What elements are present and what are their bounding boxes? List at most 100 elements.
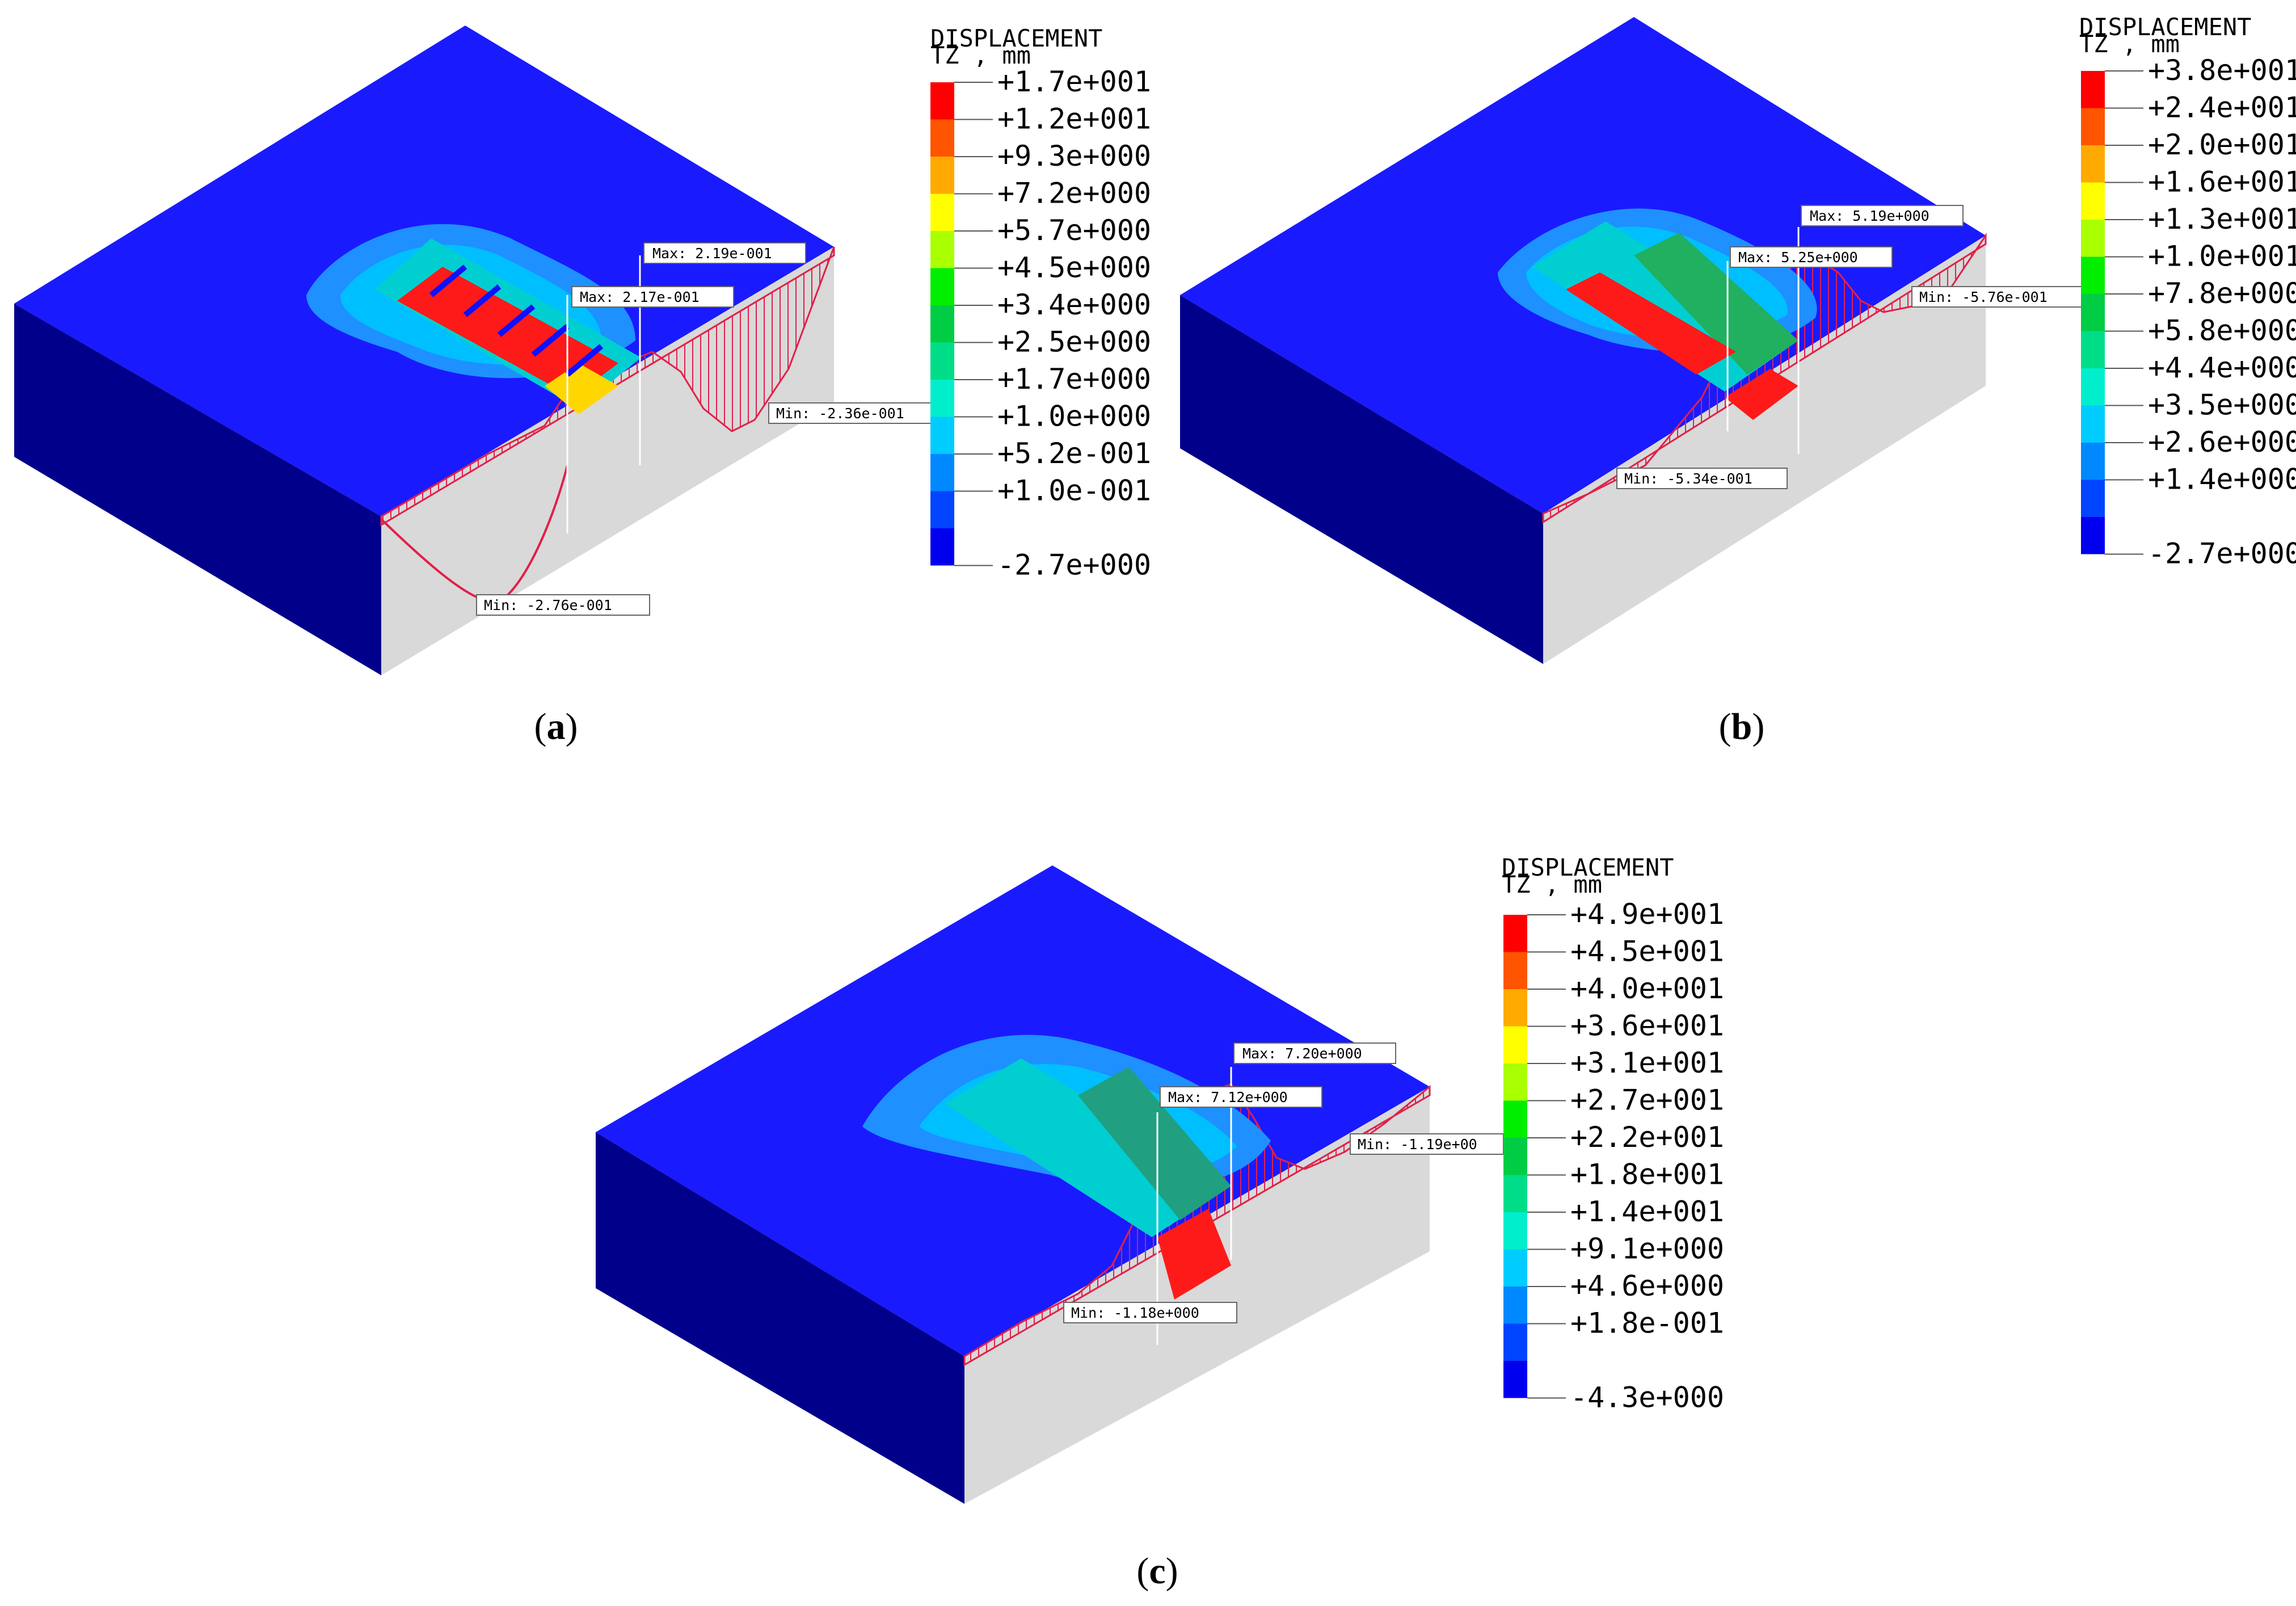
legend-swatch — [1503, 1361, 1527, 1398]
svg-text:DISPLACEMENT: DISPLACEMENT — [2079, 13, 2251, 41]
legend-swatch — [1503, 1323, 1527, 1361]
legend-swatch — [2081, 220, 2105, 257]
legend-value: +9.3e+000 — [997, 140, 1151, 173]
legend-value: +4.6e+000 — [1570, 1269, 1724, 1302]
legend-value: +1.4e+001 — [1570, 1195, 1724, 1228]
excavation-yellow — [545, 363, 618, 414]
svg-text:TZ , mm: TZ , mm — [1502, 871, 1602, 898]
value-tags-b: Max: 5.19e+000 Max: 5.25e+000 Min: -5.76… — [1616, 205, 2083, 489]
soil-block-c — [596, 865, 1431, 1504]
svg-text:Max: 2.17e-001: Max: 2.17e-001 — [580, 289, 700, 305]
excavation-core — [1157, 1209, 1231, 1300]
legend-swatch — [930, 119, 954, 157]
legend-value: +1.2e+001 — [997, 103, 1151, 136]
legend-value: +4.5e+000 — [997, 251, 1151, 284]
legend-swatch — [1503, 915, 1527, 952]
legend-value: +1.8e+001 — [1570, 1158, 1724, 1191]
min-tag: Min: -2.76e-001 — [476, 594, 650, 616]
panel-b: Max: 5.19e+000 Max: 5.25e+000 Min: -5.76… — [1180, 13, 2296, 747]
legend-value: +1.4e+000 — [2148, 463, 2296, 496]
max-tag: Max: 7.12e+000 — [1160, 1086, 1322, 1108]
panel-caption: (b) — [1719, 706, 1765, 747]
legend-value: +1.6e+001 — [2148, 166, 2296, 199]
excavation-core — [1566, 272, 1736, 375]
legend-value: +1.0e+000 — [997, 400, 1151, 433]
legend-swatch — [930, 491, 954, 528]
legend-value: -2.7e+000 — [997, 549, 1151, 582]
excavation-green — [1634, 233, 1798, 375]
strut-lines — [429, 264, 604, 377]
svg-text:Min: -2.36e-001: Min: -2.36e-001 — [776, 405, 904, 422]
svg-text:Max: 7.12e+000: Max: 7.12e+000 — [1168, 1089, 1288, 1105]
legend-swatch — [1503, 1026, 1527, 1063]
excavation-core-end — [1725, 369, 1798, 420]
block-left-face — [1180, 295, 1543, 664]
legend-swatch — [1503, 989, 1527, 1027]
svg-text:Min: -1.19e+00: Min: -1.19e+00 — [1358, 1136, 1477, 1153]
max-tag: Max: 7.20e+000 — [1233, 1042, 1396, 1064]
block-cut-face — [1543, 236, 1986, 664]
legend-value: +9.1e+000 — [1570, 1233, 1724, 1266]
svg-text:Max: 5.25e+000: Max: 5.25e+000 — [1738, 249, 1858, 266]
legend-swatch — [2081, 443, 2105, 480]
legend-swatch — [1503, 1175, 1527, 1212]
legend-value: +4.4e+000 — [2148, 351, 2296, 384]
legend-swatch — [2081, 405, 2105, 443]
legend-value: -4.3e+000 — [1570, 1381, 1724, 1414]
min-tag: Min: -2.36e-001 — [768, 402, 942, 424]
legend-value: +3.5e+000 — [2148, 389, 2296, 422]
legend-value: +1.0e+001 — [2148, 240, 2296, 273]
legend-value: +2.4e+001 — [2148, 91, 2296, 124]
legend-value: +5.2e-001 — [997, 437, 1151, 470]
legend-swatch — [930, 305, 954, 343]
legend-value: +3.4e+000 — [997, 288, 1151, 321]
legend-swatch — [2081, 294, 2105, 331]
legend-labels: +3.8e+001 +2.4e+001 +2.0e+001 +1.6e+001 +1.3… — [2105, 54, 2296, 570]
svg-text:Max: 7.20e+000: Max: 7.20e+000 — [1242, 1045, 1362, 1062]
legend-value: +1.3e+001 — [2148, 203, 2296, 236]
legend-swatch — [930, 268, 954, 305]
legend-color-bar — [1503, 915, 1527, 1398]
svg-text:Max: 5.19e+000: Max: 5.19e+000 — [1810, 208, 1930, 224]
legend-swatch — [930, 342, 954, 380]
value-tags-c: Max: 7.20e+000 Max: 7.12e+000 Min: -1.19… — [1063, 1042, 1504, 1323]
legend-value: +4.5e+001 — [1570, 935, 1724, 968]
svg-text:Min: -5.76e-001: Min: -5.76e-001 — [1919, 289, 2048, 305]
legend-value: +1.8e-001 — [1570, 1307, 1724, 1340]
legend-swatch — [930, 82, 954, 120]
legend-value: +7.8e+000 — [2148, 277, 2296, 310]
legend-value: +5.8e+000 — [2148, 314, 2296, 347]
legend-value: +3.6e+001 — [1570, 1010, 1724, 1042]
min-tag: Min: -5.34e-001 — [1616, 468, 1788, 489]
legend-swatch — [930, 231, 954, 268]
max-tag: Max: 2.17e-001 — [571, 286, 734, 308]
legend-value: -2.7e+000 — [2148, 537, 2296, 570]
legend-swatch — [2081, 145, 2105, 183]
excavation-green — [1078, 1067, 1231, 1220]
soil-block-b — [1180, 17, 1987, 664]
legend-value: +1.7e+000 — [997, 363, 1151, 396]
max-tag: Max: 5.25e+000 — [1730, 246, 1893, 268]
legend-value: +1.0e-001 — [997, 474, 1151, 507]
soil-block-a — [14, 26, 835, 675]
block-left-face — [596, 1132, 964, 1504]
min-tag: Min: -5.76e-001 — [1911, 286, 2083, 308]
legend-b: DISPLACEMENT TZ , mm +3.8e+001+2.4e+001+… — [2079, 13, 2296, 570]
svg-text:Min: -1.18e+000: Min: -1.18e+000 — [1071, 1305, 1199, 1321]
legend-swatch — [1503, 1212, 1527, 1250]
block-left-face — [14, 304, 381, 675]
legend-value: +4.0e+001 — [1570, 972, 1724, 1005]
legend-swatch — [930, 194, 954, 231]
legend-value: +2.7e+001 — [1570, 1084, 1724, 1117]
legend-swatch — [2081, 331, 2105, 368]
svg-text:TZ , mm: TZ , mm — [930, 41, 1031, 69]
legend-swatch — [1503, 952, 1527, 989]
legend-swatch — [930, 417, 954, 454]
legend-swatch — [930, 380, 954, 417]
legend-color-bar — [930, 82, 954, 566]
legend-swatch — [1503, 1100, 1527, 1138]
legend-value: +2.6e+000 — [2148, 426, 2296, 459]
block-cut-face — [964, 1087, 1430, 1504]
legend-labels: +1.7e+001 +1.2e+001 +9.3e+000 +7.2e+000 +5.7… — [954, 65, 1151, 582]
legend-swatch — [2081, 517, 2105, 554]
